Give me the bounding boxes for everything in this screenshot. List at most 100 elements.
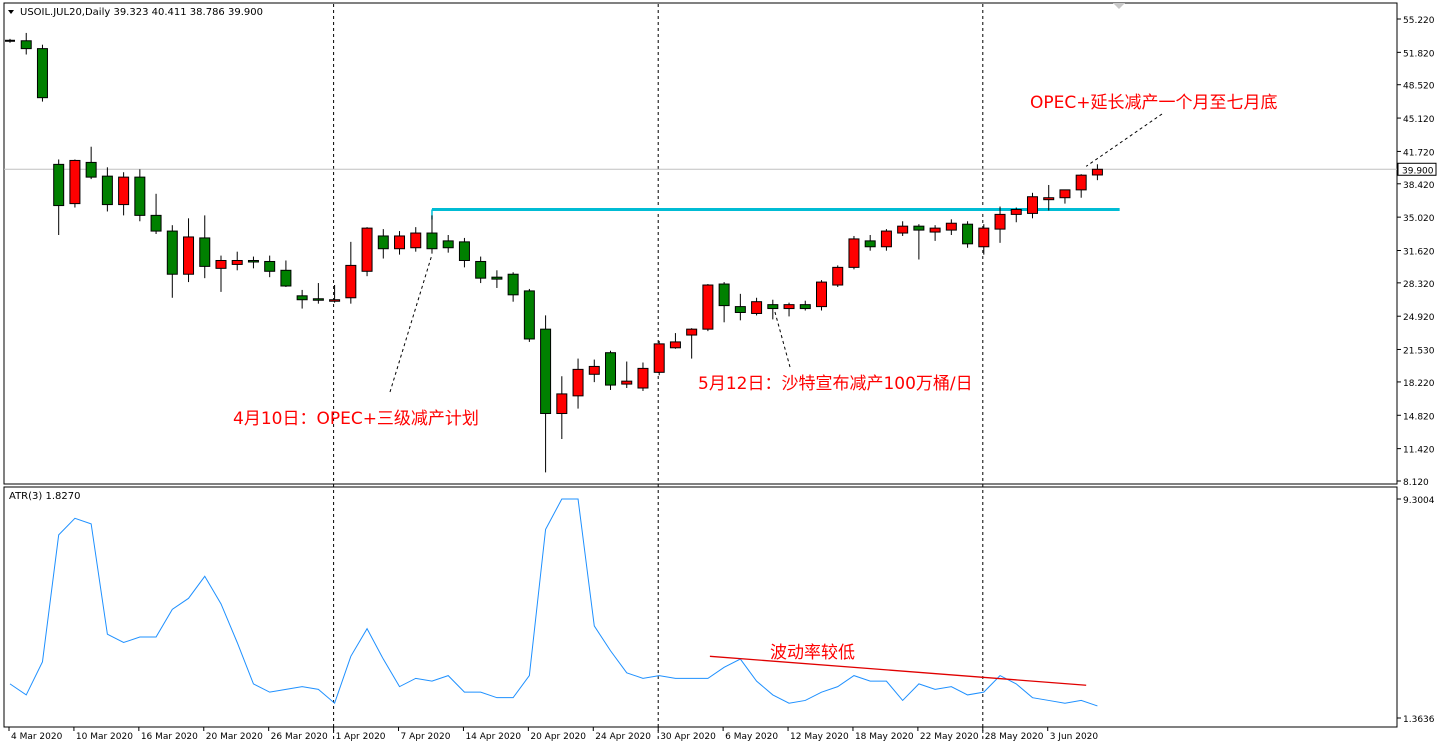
candle-body <box>313 299 323 301</box>
candle-body <box>459 242 469 261</box>
candle[interactable] <box>833 265 843 287</box>
price-tick-label: 41.720 <box>1403 148 1435 158</box>
candle-body <box>524 291 534 339</box>
candle[interactable] <box>963 221 973 247</box>
candle-body <box>86 162 96 177</box>
candle-body <box>606 353 616 385</box>
price-tick-label: 38.420 <box>1403 181 1435 191</box>
time-tick-label: 30 Apr 2020 <box>660 732 716 742</box>
price-tick-label: 48.520 <box>1403 82 1435 92</box>
candle-body <box>119 177 129 204</box>
candle-body <box>752 302 762 314</box>
annotation-opec-extension: OPEC+延长减产一个月至七月底 <box>1030 93 1278 113</box>
candle[interactable] <box>703 284 713 331</box>
candle-body <box>135 177 145 215</box>
atr-trend-label: 波动率较低 <box>770 643 855 663</box>
time-tick-label: 20 Apr 2020 <box>530 732 586 742</box>
candle-body <box>21 41 31 49</box>
candle-body <box>54 164 64 205</box>
time-tick-label: 16 Mar 2020 <box>141 732 198 742</box>
candle-body <box>557 394 567 414</box>
candle[interactable] <box>654 341 664 375</box>
candle-body <box>589 366 599 374</box>
time-tick-label: 18 May 2020 <box>855 732 914 742</box>
candle[interactable] <box>37 45 47 102</box>
candle-body <box>573 369 583 395</box>
candle-body <box>849 239 859 267</box>
candle-body <box>492 277 502 279</box>
candle-body <box>1044 198 1054 200</box>
price-tick-label: 35.020 <box>1403 214 1435 224</box>
annotation-opec-april-10: 4月10日：OPEC+三级减产计划 <box>233 409 479 429</box>
candle[interactable] <box>817 280 827 310</box>
atr-title: ATR(3) 1.8270 <box>9 491 80 502</box>
candle-body <box>995 214 1005 229</box>
candle-body <box>427 233 437 249</box>
candle-body <box>508 274 518 295</box>
candle-body <box>687 329 697 335</box>
candle[interactable] <box>70 159 80 207</box>
candle-body <box>930 228 940 232</box>
candle-body <box>800 305 810 309</box>
time-tick-label: 6 May 2020 <box>725 732 778 742</box>
candle-body <box>411 233 421 248</box>
candle[interactable] <box>362 227 372 276</box>
candle-body <box>719 284 729 306</box>
atr-tick-label: 9.3004 <box>1403 496 1435 506</box>
candle-body <box>817 282 827 307</box>
candle[interactable] <box>606 351 616 390</box>
candle-body <box>476 261 486 278</box>
candle-body <box>865 241 875 247</box>
candle-body <box>898 226 908 233</box>
candle-body <box>1076 175 1086 190</box>
candle-body <box>216 260 226 268</box>
symbol-header: USOIL.JUL20,Daily 39.323 40.411 38.786 3… <box>20 7 263 18</box>
candle-body <box>654 344 664 372</box>
time-tick-label: 24 Apr 2020 <box>595 732 651 742</box>
candle-body <box>703 285 713 329</box>
candle-body <box>914 226 924 230</box>
candle-body <box>378 236 388 249</box>
candle-body <box>443 241 453 248</box>
candle-body <box>281 270 291 286</box>
candle-body <box>541 329 551 413</box>
time-tick-label: 28 May 2020 <box>985 732 1044 742</box>
price-tick-label: 28.320 <box>1403 280 1435 290</box>
time-tick-label: 7 Apr 2020 <box>401 732 451 742</box>
candle-body <box>638 368 648 388</box>
candle-body <box>670 342 680 348</box>
price-tick-label: 51.820 <box>1403 49 1435 59</box>
candle-body <box>102 176 112 204</box>
time-tick-label: 12 May 2020 <box>790 732 849 742</box>
candle-body <box>1060 190 1070 198</box>
candle-body <box>735 307 745 313</box>
annotation-saudi-may-12: 5月12日：沙特宣布减产100万桶/日 <box>698 374 973 394</box>
candle-body <box>784 305 794 309</box>
candle-body <box>330 300 340 302</box>
candle-body <box>232 260 242 264</box>
candle-body <box>1027 197 1037 214</box>
candle-body <box>70 160 80 203</box>
price-tick-label: 18.220 <box>1403 379 1435 389</box>
time-tick-label: 1 Apr 2020 <box>336 732 386 742</box>
candle-body <box>37 49 47 98</box>
candle[interactable] <box>524 289 534 342</box>
time-tick-label: 22 May 2020 <box>920 732 979 742</box>
candle[interactable] <box>849 236 859 269</box>
candle[interactable] <box>135 169 145 221</box>
candle-body <box>297 296 307 300</box>
candle-body <box>979 228 989 247</box>
candle-body <box>362 228 372 271</box>
price-tick-label: 11.420 <box>1403 446 1435 456</box>
time-tick-label: 14 Apr 2020 <box>465 732 521 742</box>
time-tick-label: 26 Mar 2020 <box>271 732 328 742</box>
price-axis: 55.22051.82048.52045.12041.72038.42035.0… <box>1397 16 1436 488</box>
candle-body <box>1092 169 1102 175</box>
last-price-label: 39.900 <box>1402 166 1434 176</box>
price-tick-label: 31.620 <box>1403 247 1435 257</box>
candle-body <box>768 305 778 309</box>
candle-body <box>946 223 956 230</box>
price-tick-label: 55.220 <box>1403 16 1435 26</box>
